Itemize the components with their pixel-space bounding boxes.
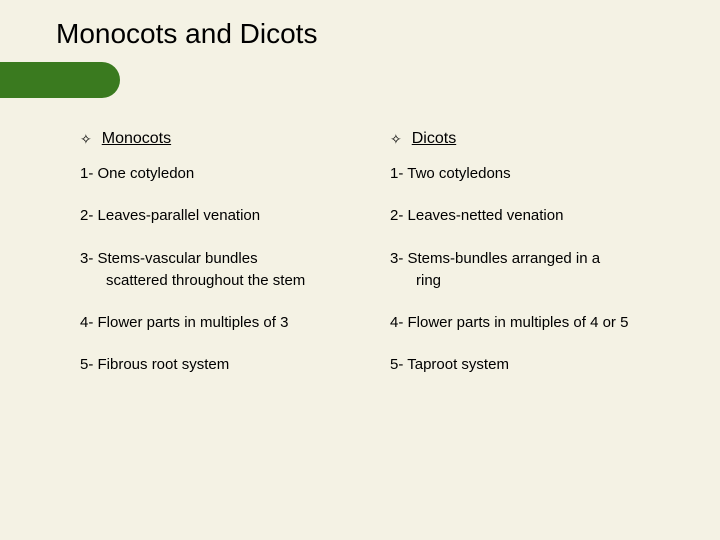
- list-item: 4- Flower parts in multiples of 3: [80, 313, 370, 333]
- slide-title: Monocots and Dicots: [56, 18, 317, 50]
- right-header-text: Dicots: [412, 130, 456, 148]
- right-column-header: ✧ Dicots: [390, 130, 680, 148]
- list-item: 3- Stems-vascular bundles: [80, 249, 370, 269]
- list-item: 3- Stems-bundles arranged in a: [390, 249, 680, 269]
- list-item: ring: [390, 271, 680, 291]
- list-item: 1- One cotyledon: [80, 164, 370, 184]
- list-item: 4- Flower parts in multiples of 4 or 5: [390, 313, 680, 333]
- list-item: 1- Two cotyledons: [390, 164, 680, 184]
- accent-banner: [0, 62, 120, 98]
- bullet-diamond-icon: ✧: [390, 131, 402, 148]
- right-items-list: 1- Two cotyledons 2- Leaves-netted venati…: [390, 164, 680, 376]
- left-items-list: 1- One cotyledon 2- Leaves-parallel venat…: [80, 164, 370, 376]
- right-column: ✧ Dicots 1- Two cotyledons 2- Leaves-nett…: [390, 130, 680, 398]
- list-item: 5- Fibrous root system: [80, 355, 370, 375]
- left-column-header: ✧ Monocots: [80, 130, 370, 148]
- list-item: scattered throughout the stem: [80, 271, 370, 291]
- list-item: 2- Leaves-netted venation: [390, 206, 680, 226]
- content-columns: ✧ Monocots 1- One cotyledon 2- Leaves-par…: [80, 130, 680, 398]
- left-column: ✧ Monocots 1- One cotyledon 2- Leaves-par…: [80, 130, 370, 398]
- list-item: 2- Leaves-parallel venation: [80, 206, 370, 226]
- bullet-diamond-icon: ✧: [80, 131, 92, 148]
- left-header-text: Monocots: [102, 130, 171, 148]
- list-item: 5- Taproot system: [390, 355, 680, 375]
